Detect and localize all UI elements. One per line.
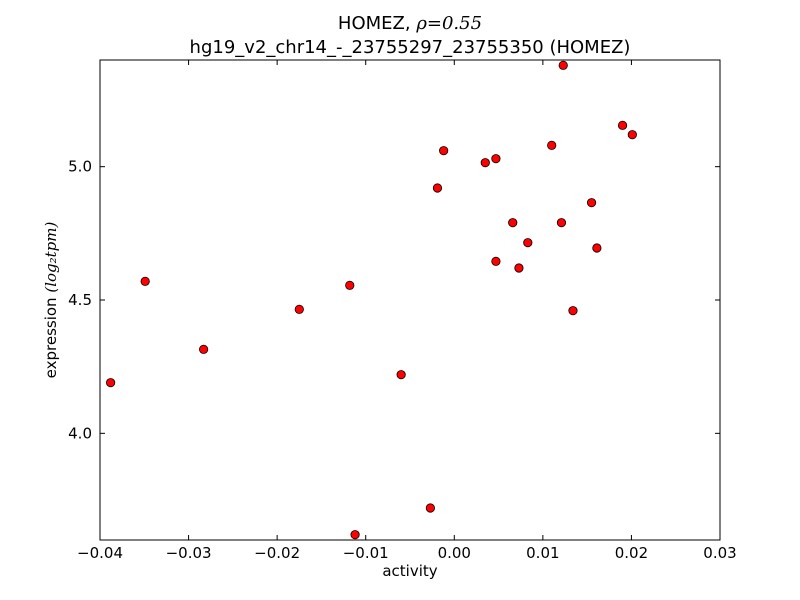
data-point <box>396 370 406 380</box>
data-point <box>556 218 567 228</box>
data-point <box>523 238 533 248</box>
chart-subtitle: hg19_v2_chr14_-_23755297_23755350 (HOMEZ… <box>190 37 631 58</box>
data-point <box>432 183 443 193</box>
chart-title-math: ρ=0.55 <box>415 13 482 34</box>
x-axis-label: activity <box>382 562 437 580</box>
data-point <box>480 158 490 168</box>
data-point <box>617 120 628 130</box>
x-axis-ticks: −0.04 −0.03 −0.02 −0.01 0.00 0.01 0.02 0.03 <box>77 60 737 562</box>
data-point <box>514 263 524 273</box>
data-point <box>294 304 304 314</box>
plot-area: −0.04 −0.03 −0.02 −0.01 0.00 0.01 0.02 0.03 4.0… <box>68 59 737 562</box>
data-point <box>508 218 518 228</box>
data-point <box>425 503 435 513</box>
y-axis-ticks: 4.0 4.5 5.0 <box>68 158 720 442</box>
y-tick-label: 5.0 <box>68 158 92 176</box>
y-tick-label: 4.5 <box>68 291 92 309</box>
data-point <box>592 243 602 253</box>
x-tick-label: 0.02 <box>615 544 648 562</box>
data-point <box>568 306 578 316</box>
chart-title: HOMEZ, ρ=0.55 <box>338 13 482 34</box>
data-point <box>491 154 501 164</box>
data-point <box>345 280 355 290</box>
data-point <box>627 130 637 140</box>
x-tick-label: −0.03 <box>166 544 212 562</box>
plot-frame <box>99 59 721 541</box>
data-point <box>491 256 501 266</box>
x-tick-label: 0.03 <box>703 544 736 562</box>
data-point <box>439 146 449 156</box>
chart-title-prefix: HOMEZ, <box>338 13 416 34</box>
data-points <box>106 60 637 540</box>
x-tick-label: −0.04 <box>77 544 123 562</box>
data-point <box>547 140 557 150</box>
data-point <box>106 378 116 388</box>
data-point <box>199 344 209 354</box>
data-point <box>350 530 360 540</box>
x-tick-label: 0.01 <box>526 544 559 562</box>
y-axis-label-unit: (log₂tpm) <box>42 222 60 293</box>
y-tick-label: 4.0 <box>68 424 92 442</box>
y-axis-label: expression (log₂tpm) <box>42 222 60 379</box>
x-tick-label: 0.00 <box>438 544 471 562</box>
x-tick-label: −0.02 <box>254 544 300 562</box>
y-axis-label-text: expression <box>42 297 60 378</box>
data-point <box>140 276 150 286</box>
data-point <box>558 60 568 70</box>
x-tick-label: −0.01 <box>343 544 389 562</box>
data-point <box>586 198 597 208</box>
